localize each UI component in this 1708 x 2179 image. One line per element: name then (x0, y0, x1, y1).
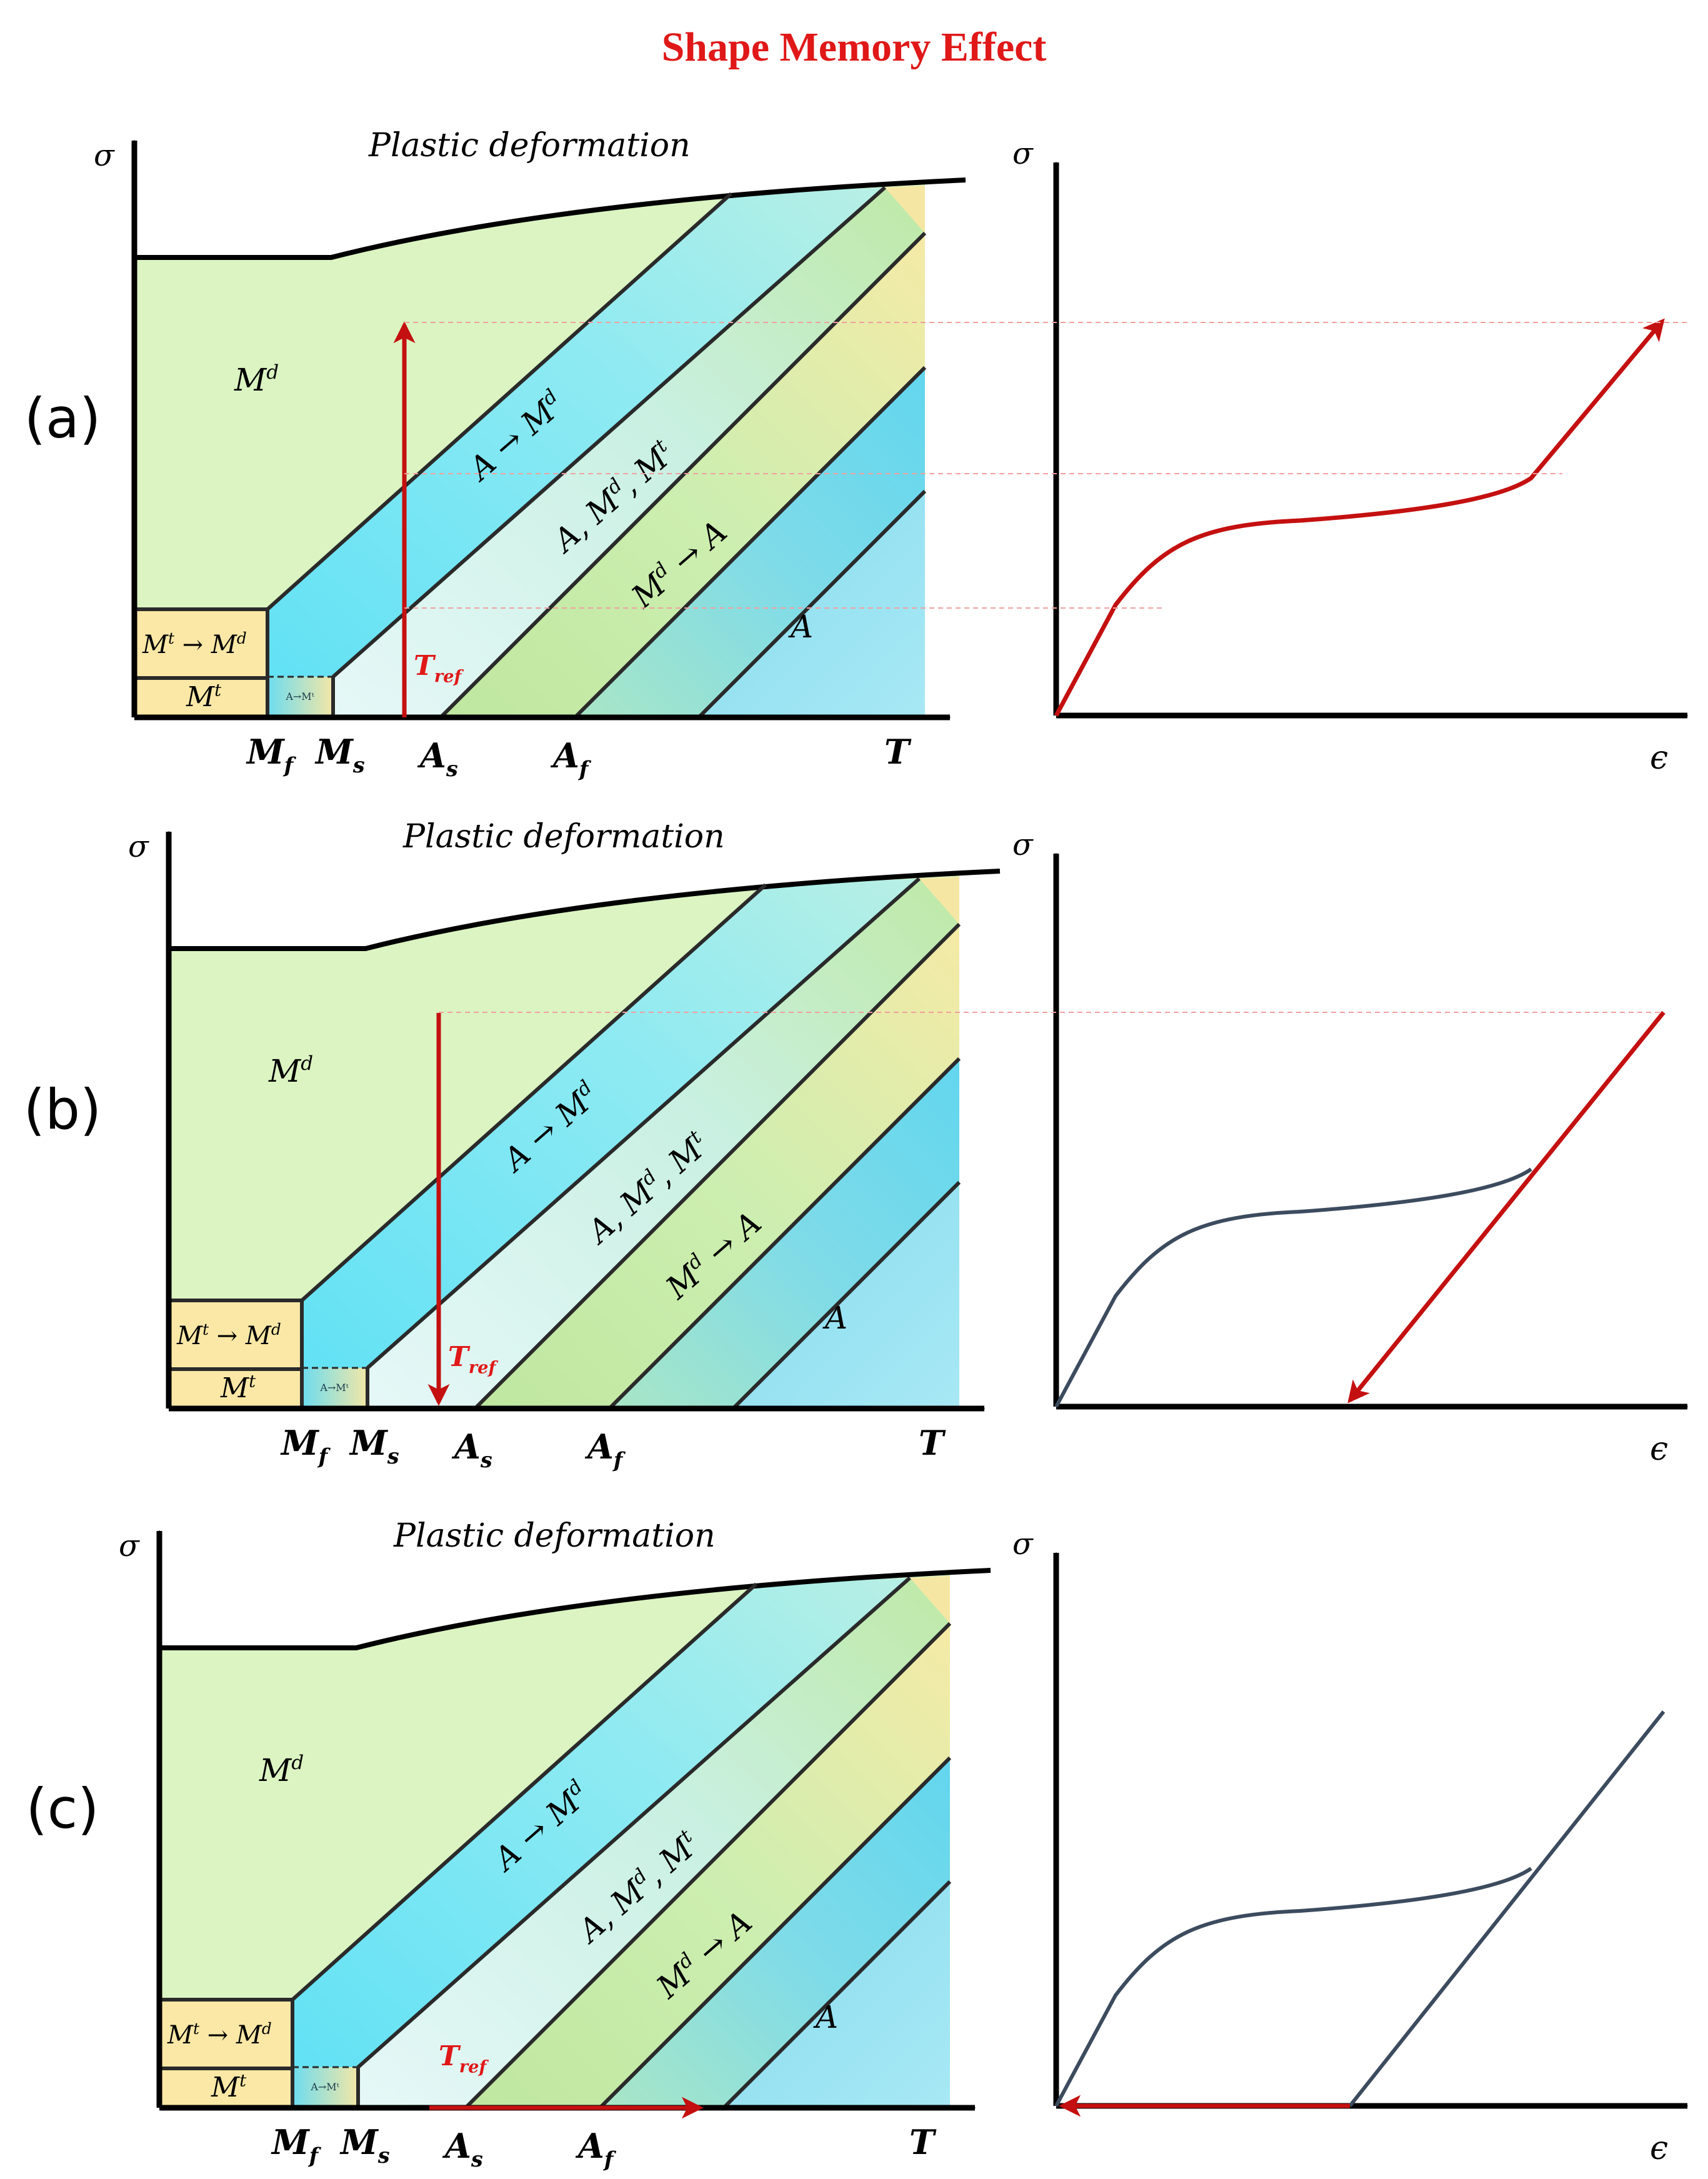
loading-curve (1054, 318, 1665, 717)
region-a-to-md (292, 1578, 910, 2108)
mt-to-md-label: Mt → Md (176, 1320, 281, 1350)
strain-sigma-label: σ (1012, 136, 1034, 171)
md-label: Md (268, 1052, 313, 1089)
af-label: Af (550, 735, 592, 781)
region-a-to-md (302, 879, 919, 1409)
plastic-deformation-label: Plastic deformation (402, 818, 725, 855)
previous-loading-curve (1054, 1167, 1532, 1408)
t-axis-label: T (884, 732, 912, 772)
region-small-a-to-mt (302, 1368, 367, 1409)
t-axis-label: T (909, 2122, 937, 2162)
md-label: Md (234, 361, 279, 398)
boundary-line-1 (266, 192, 733, 611)
region-yellow-top (910, 1576, 950, 1623)
sigma-label: σ (119, 1528, 140, 1563)
tref-label: Tref (414, 650, 464, 686)
austenite-label: A (788, 609, 813, 645)
boundary-line-4 (598, 1756, 952, 2110)
strain-sigma-label: σ (1012, 827, 1034, 862)
boundary-line-3 (439, 231, 927, 719)
region-mt (134, 678, 267, 717)
mt-label: Mt (220, 1372, 256, 1404)
boundary-line-5 (697, 489, 927, 719)
region-yellow-top (885, 186, 925, 233)
region-light (333, 187, 925, 717)
boundary-line-4 (607, 1057, 961, 1410)
mf-label: Mf (246, 732, 297, 777)
md-label: Md (259, 1752, 304, 1788)
boundary-line-2 (366, 877, 921, 1370)
austenite-label: A (822, 1300, 847, 1336)
mt-to-md-label: Mt → Md (167, 2020, 272, 2050)
region-mt-to-md (169, 1300, 302, 1369)
region-light (358, 1578, 950, 2108)
plastic-deformation-label: Plastic deformation (368, 127, 691, 164)
region-a-to-md (267, 187, 885, 717)
boundary-line-2 (357, 1576, 911, 2069)
strain-epsilon-label: ϵ (1650, 1430, 1668, 1468)
plastic-deformation-label: Plastic deformation (393, 1517, 716, 1555)
panel-c: (c) σ Plastic deformation Md A Mt → Md Mt A→Mᵗ A… (26, 1517, 1689, 2172)
previous-unloading-line (1348, 1710, 1666, 2107)
strain-epsilon-label: ϵ (1650, 739, 1668, 777)
mf-label: Mf (280, 1423, 331, 1468)
austenite-label: A (813, 1999, 838, 2035)
t-axis-label: T (919, 1423, 946, 1463)
plastic-boundary (134, 177, 966, 260)
previous-loading-curve (1054, 1867, 1532, 2107)
region-mt (159, 2068, 292, 2108)
tref-label: Tref (439, 2040, 489, 2077)
region-mt-to-md (134, 609, 267, 678)
af-label: Af (584, 1427, 626, 1472)
panel-label: (a) (24, 386, 101, 451)
panel-label: (b) (24, 1077, 102, 1142)
plastic-boundary (169, 869, 1001, 951)
af-label: Af (575, 2126, 617, 2172)
region-yellow-top (919, 877, 959, 924)
unloading-arrow (1347, 1010, 1666, 1404)
ms-label: Ms (349, 1423, 399, 1468)
panel-b: (b) σ Plastic deformation Md A Mt → Md Mt A→Mᵗ A… (24, 818, 1689, 1472)
small-a-to-mt-label: A→Mᵗ (285, 691, 314, 702)
as-label: As (417, 735, 458, 781)
small-a-to-mt-label: A→Mᵗ (310, 2081, 339, 2093)
region-small-a-to-mt (292, 2067, 358, 2108)
as-label: As (451, 1427, 492, 1472)
as-label: As (442, 2126, 483, 2172)
mt-label: Mt (211, 2071, 246, 2103)
figure-title: Shape Memory Effect (661, 24, 1047, 70)
boundary-line-3 (464, 1622, 952, 2110)
boundary-line-5 (731, 1180, 961, 1410)
boundary-line-3 (473, 922, 961, 1410)
boundary-line-5 (722, 1880, 952, 2110)
sigma-label: σ (94, 138, 115, 173)
boundary-line-2 (332, 186, 886, 679)
sigma-label: σ (128, 829, 149, 864)
mt-to-md-label: Mt → Md (142, 629, 247, 659)
boundary-line-1 (300, 883, 767, 1302)
ms-label: Ms (339, 2122, 390, 2168)
region-light (367, 879, 959, 1409)
region-small-a-to-mt (267, 677, 333, 717)
ms-label: Ms (314, 732, 365, 777)
mf-label: Mf (271, 2122, 322, 2168)
mt-label: Mt (186, 681, 221, 713)
boundary-line-1 (291, 1582, 758, 2002)
plastic-boundary (159, 1568, 991, 1650)
panel-label: (c) (26, 1777, 99, 1841)
region-mt (169, 1369, 302, 1409)
panel-a: (a) σ Plastic deformation Md A Mt → Md Mt A→Mᵗ A… (24, 127, 1689, 781)
small-a-to-mt-label: A→Mᵗ (319, 1382, 348, 1394)
region-mt-to-md (159, 2000, 292, 2068)
strain-sigma-label: σ (1012, 1527, 1034, 1562)
strain-epsilon-label: ϵ (1650, 2130, 1668, 2167)
boundary-line-4 (573, 366, 927, 719)
tref-label: Tref (448, 1341, 498, 1377)
